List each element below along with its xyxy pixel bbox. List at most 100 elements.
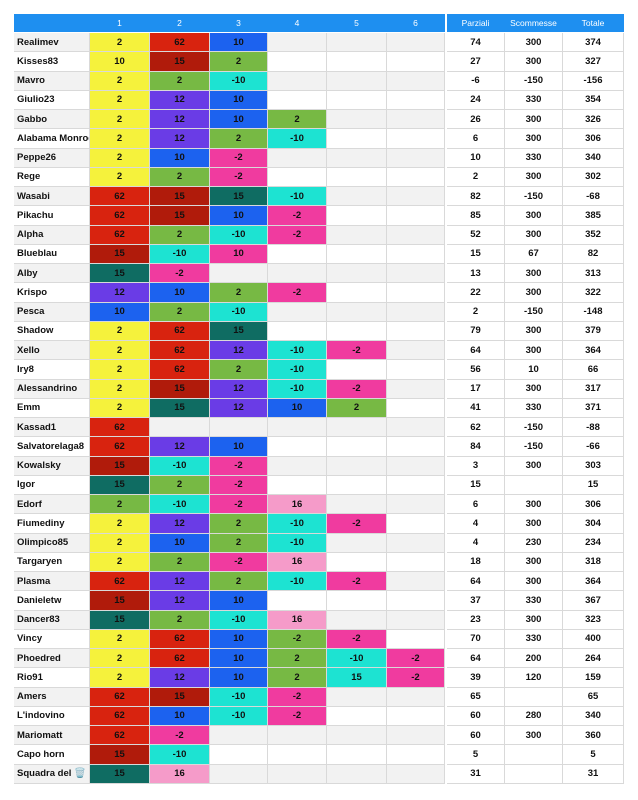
score-cell: 2 xyxy=(90,90,150,110)
score-cell: -2 xyxy=(327,341,387,361)
score-cell: 12 xyxy=(150,514,210,534)
score-cell: 12 xyxy=(150,572,210,592)
score-cell: 15 xyxy=(90,456,150,476)
score-cell xyxy=(387,533,445,553)
score-cell: 2 xyxy=(210,514,268,534)
score-cell: 12 xyxy=(210,379,268,399)
player-name: Edorf xyxy=(14,495,90,515)
score-cell: -10 xyxy=(210,610,268,630)
scommesse-cell: -150 xyxy=(505,418,563,438)
score-cell: 2 xyxy=(90,148,150,168)
score-cell xyxy=(387,129,445,149)
score-cell xyxy=(268,321,327,341)
parziali-cell: 4 xyxy=(447,514,505,534)
player-name: Alabama Monroe xyxy=(14,129,90,149)
parziali-cell: 15 xyxy=(447,475,505,495)
player-name: Shadow xyxy=(14,321,90,341)
score-cell: -10 xyxy=(268,129,327,149)
score-cell: -2 xyxy=(268,225,327,245)
column-header: Parziali xyxy=(447,14,505,32)
player-name: Kisses83 xyxy=(14,52,90,72)
parziali-cell: 24 xyxy=(447,90,505,110)
score-cell: -2 xyxy=(268,629,327,649)
scommesse-cell: 330 xyxy=(505,148,563,168)
score-cell xyxy=(268,90,327,110)
totale-cell: 317 xyxy=(563,379,624,399)
scommesse-cell: 300 xyxy=(505,283,563,303)
scommesse-cell xyxy=(505,475,563,495)
player-name: Rio91 xyxy=(14,668,90,688)
score-cell: 10 xyxy=(210,33,268,53)
scommesse-cell xyxy=(505,745,563,765)
score-cell: 62 xyxy=(150,321,210,341)
player-name: Krispo xyxy=(14,283,90,303)
score-cell: 2 xyxy=(90,552,150,572)
score-cell: -2 xyxy=(268,687,327,707)
player-name: Mariomatt xyxy=(14,726,90,746)
scommesse-cell: 300 xyxy=(505,379,563,399)
player-name: Capo horn xyxy=(14,745,90,765)
score-cell xyxy=(387,225,445,245)
totale-cell: 385 xyxy=(563,206,624,226)
totale-cell: 159 xyxy=(563,668,624,688)
player-name: Giulio23 xyxy=(14,90,90,110)
totale-cell: -88 xyxy=(563,418,624,438)
score-cell: -2 xyxy=(210,148,268,168)
parziali-cell: 31 xyxy=(447,764,505,784)
player-name: Realimev xyxy=(14,33,90,53)
parziali-cell: 60 xyxy=(447,726,505,746)
scommesse-cell: 200 xyxy=(505,649,563,669)
score-cell xyxy=(327,552,387,572)
score-cell xyxy=(268,167,327,187)
score-cell: -2 xyxy=(210,495,268,515)
parziali-cell: 27 xyxy=(447,52,505,72)
scommesse-cell: 300 xyxy=(505,610,563,630)
player-name: L'indovino xyxy=(14,706,90,726)
scommesse-cell xyxy=(505,764,563,784)
score-cell: 62 xyxy=(90,206,150,226)
score-cell: 10 xyxy=(90,52,150,72)
score-cell: 16 xyxy=(268,552,327,572)
score-cell: 62 xyxy=(150,33,210,53)
score-cell: 2 xyxy=(90,668,150,688)
score-cell xyxy=(387,321,445,341)
column-header: 5 xyxy=(327,14,387,32)
score-cell: 62 xyxy=(150,360,210,380)
score-cell xyxy=(268,456,327,476)
player-name: Kowalsky xyxy=(14,456,90,476)
scommesse-cell: 67 xyxy=(505,244,563,264)
score-cell xyxy=(327,244,387,264)
player-name: Plasma xyxy=(14,572,90,592)
player-name: Kassad1 xyxy=(14,418,90,438)
parziali-cell: 85 xyxy=(447,206,505,226)
parziali-cell: 18 xyxy=(447,552,505,572)
totale-cell: -148 xyxy=(563,302,624,322)
parziali-cell: 56 xyxy=(447,360,505,380)
score-cell xyxy=(327,360,387,380)
score-cell xyxy=(327,167,387,187)
player-name: Targaryen xyxy=(14,552,90,572)
score-cell: -2 xyxy=(210,475,268,495)
score-cell xyxy=(268,418,327,438)
score-cell: -10 xyxy=(210,71,268,91)
score-cell xyxy=(387,148,445,168)
score-cell xyxy=(387,244,445,264)
score-cell: 2 xyxy=(268,110,327,130)
score-cell: 10 xyxy=(210,437,268,457)
column-header: 1 xyxy=(90,14,150,32)
score-cell xyxy=(268,33,327,53)
totale-cell: 354 xyxy=(563,90,624,110)
score-cell: -2 xyxy=(268,206,327,226)
scommesse-cell: 330 xyxy=(505,398,563,418)
score-cell: -2 xyxy=(210,167,268,187)
score-cell: -2 xyxy=(327,572,387,592)
player-name: Emm xyxy=(14,398,90,418)
totale-cell: 327 xyxy=(563,52,624,72)
score-cell: -2 xyxy=(150,726,210,746)
player-name: Pikachu xyxy=(14,206,90,226)
score-cell xyxy=(150,418,210,438)
score-cell: -10 xyxy=(268,341,327,361)
score-cell: 15 xyxy=(90,264,150,284)
score-cell: 2 xyxy=(90,110,150,130)
score-cell xyxy=(210,418,268,438)
